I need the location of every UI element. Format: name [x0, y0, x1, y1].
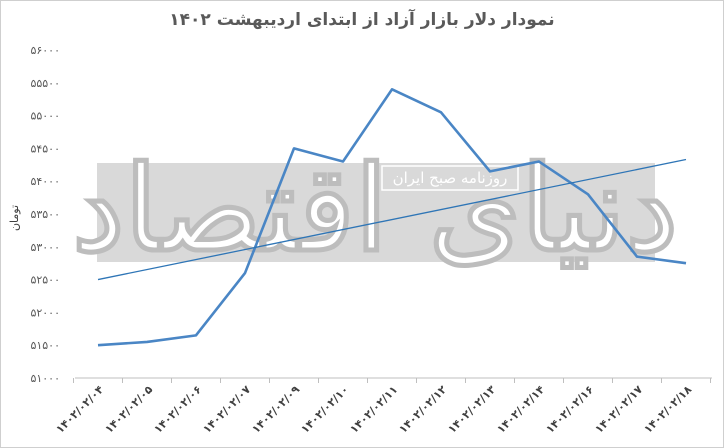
y-tick-label: ۵۴۰۰۰: [30, 175, 60, 188]
watermark: دنیای اقتصاد روزنامه صبح ایران: [71, 138, 678, 278]
watermark-label: روزنامه صبح ایران: [393, 169, 508, 187]
x-tick-label: ۱۴۰۲/۰۲/۰۹: [249, 383, 302, 436]
y-tick-label: ۵۵۵۰۰: [30, 77, 60, 90]
y-tick-label: ۵۴۵۰۰: [30, 142, 60, 155]
series-line: [97, 88, 687, 347]
y-tick-label: ۵۲۰۰۰: [30, 306, 60, 319]
y-tick-label: ۵۲۵۰۰: [30, 274, 60, 287]
x-tick-label: ۱۴۰۲/۰۲/۰۷: [200, 383, 253, 436]
x-tick-label: ۱۴۰۲/۰۲/۰۵: [102, 383, 155, 436]
y-tick-label: ۵۶۰۰۰: [30, 44, 60, 57]
x-tick-label: ۱۴۰۲/۰۲/۰۶: [151, 383, 204, 436]
x-tick-label: ۱۴۰۲/۰۲/۱۳: [445, 383, 498, 436]
y-tick-label: ۵۱۵۰۰: [30, 339, 60, 352]
y-tick-label: ۵۱۰۰۰: [30, 372, 60, 385]
x-tick-label: ۱۴۰۲/۰۲/۱۶: [543, 383, 596, 436]
watermark-logo-text: دنیای اقتصاد: [72, 139, 678, 278]
x-tick-label: ۱۴۰۲/۰۲/۰۴: [53, 383, 106, 436]
x-tick-label: ۱۴۰۲/۰۲/۱۰: [298, 383, 351, 436]
x-tick-label: ۱۴۰۲/۰۲/۱۷: [592, 383, 645, 436]
chart-title: نمودار دلار بازار آزاد از ابتدای اردیبهش…: [169, 10, 555, 30]
x-axis: ۱۴۰۲/۰۲/۰۴۱۴۰۲/۰۲/۰۵۱۴۰۲/۰۲/۰۶۱۴۰۲/۰۲/۰۷…: [53, 377, 712, 436]
y-axis-label: تومان: [8, 205, 21, 231]
y-tick-label: ۵۵۰۰۰: [30, 110, 60, 123]
watermark-label-box: [381, 165, 519, 191]
x-tick-label: ۱۴۰۲/۰۲/۱۱: [347, 383, 400, 436]
series-layer: [97, 88, 687, 347]
x-tick-label: ۱۴۰۲/۰۲/۱۲: [396, 383, 449, 436]
y-tick-label: ۵۳۰۰۰: [30, 241, 60, 254]
x-tick-label: ۱۴۰۲/۰۲/۱۸: [641, 383, 694, 436]
y-tick-label: ۵۳۵۰۰: [30, 208, 60, 221]
trendline: [97, 158, 687, 281]
watermark-band: [97, 163, 655, 262]
y-axis: ۵۱۰۰۰ ۵۱۵۰۰ ۵۲۰۰۰ ۵۲۵۰۰ ۵۳۰۰۰ ۵۳۵۰۰ ۵۴۰۰۰ ۵۴۵۰۰…: [30, 44, 60, 385]
x-tick-label: ۱۴۰۲/۰۲/۱۴: [494, 383, 547, 436]
